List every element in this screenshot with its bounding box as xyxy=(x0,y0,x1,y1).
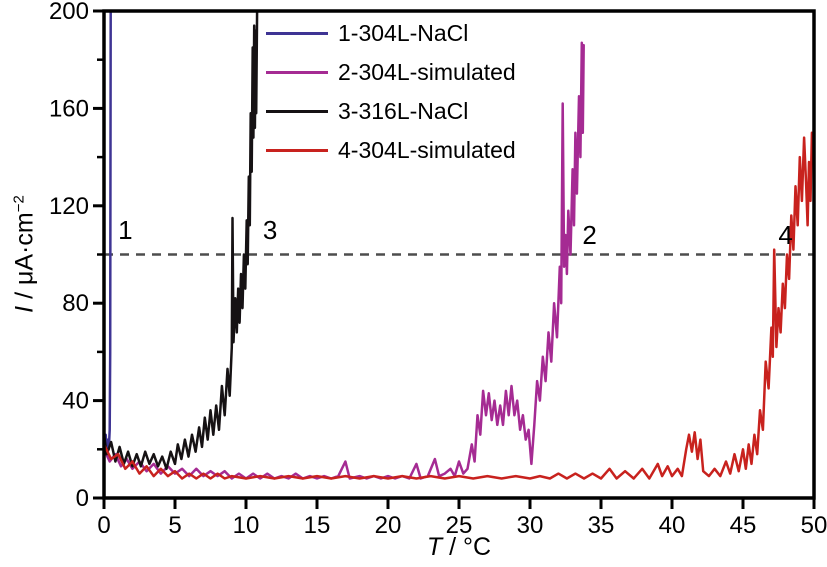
x-axis-tick-label: 30 xyxy=(517,512,544,539)
legend-item-3: 3-316L-NaCl xyxy=(266,92,516,131)
legend-label: 3-316L-NaCl xyxy=(338,98,469,124)
legend-line-swatch xyxy=(266,149,328,152)
legend-item-4: 4-304L-simulated xyxy=(266,131,516,170)
curve-number-label-1: 1 xyxy=(118,215,132,245)
legend-item-2: 2-304L-simulated xyxy=(266,53,516,92)
x-axis-tick-label: 10 xyxy=(233,512,260,539)
legend: 1-304L-NaCl 2-304L-simulated 3-316L-NaCl 4-… xyxy=(266,14,516,170)
plot-border xyxy=(102,9,816,500)
y-axis-title: I / μA·cm−2 xyxy=(10,195,39,313)
curve-number-label-3: 3 xyxy=(263,215,277,245)
curve-number-label-4: 4 xyxy=(778,220,792,250)
x-axis-tick-label: 40 xyxy=(659,512,686,539)
x-axis-tick-label: 0 xyxy=(97,512,110,539)
y-axis-units-exponent: −2 xyxy=(10,195,28,213)
x-axis-tick-label: 5 xyxy=(168,512,181,539)
x-axis-units: / °C xyxy=(442,533,492,561)
legend-line-swatch xyxy=(266,71,328,74)
y-axis-units: / μA·cm xyxy=(10,212,39,306)
legend-label: 4-304L-simulated xyxy=(338,137,516,163)
legend-label: 1-304L-NaCl xyxy=(338,20,469,46)
y-axis-variable: I xyxy=(10,305,39,313)
x-axis-tick-label: 25 xyxy=(446,512,473,539)
legend-label: 2-304L-simulated xyxy=(338,59,516,85)
y-axis-tick-label: 200 xyxy=(49,0,89,25)
y-axis-tick-label: 0 xyxy=(76,485,89,512)
series-curve-1 xyxy=(104,11,112,453)
y-axis-tick-label: 80 xyxy=(62,290,89,317)
series-curve-4 xyxy=(104,107,814,480)
x-axis-tick-label: 35 xyxy=(588,512,615,539)
y-axis-tick-label: 120 xyxy=(49,193,89,220)
curve-number-label-2: 2 xyxy=(582,220,596,250)
legend-line-swatch xyxy=(266,32,328,35)
y-axis-tick-label: 160 xyxy=(49,95,89,122)
x-axis-tick-label: 50 xyxy=(801,512,827,539)
legend-line-swatch xyxy=(266,110,328,113)
legend-item-1: 1-304L-NaCl xyxy=(266,14,516,53)
x-axis-tick-label: 15 xyxy=(304,512,331,539)
x-axis-tick-label: 45 xyxy=(730,512,757,539)
x-axis-variable: T xyxy=(426,533,443,561)
series-curve-3 xyxy=(104,11,259,471)
x-axis-tick-label: 20 xyxy=(375,512,402,539)
x-axis-title: T / °C xyxy=(104,533,814,562)
y-axis-tick-label: 40 xyxy=(62,388,89,415)
